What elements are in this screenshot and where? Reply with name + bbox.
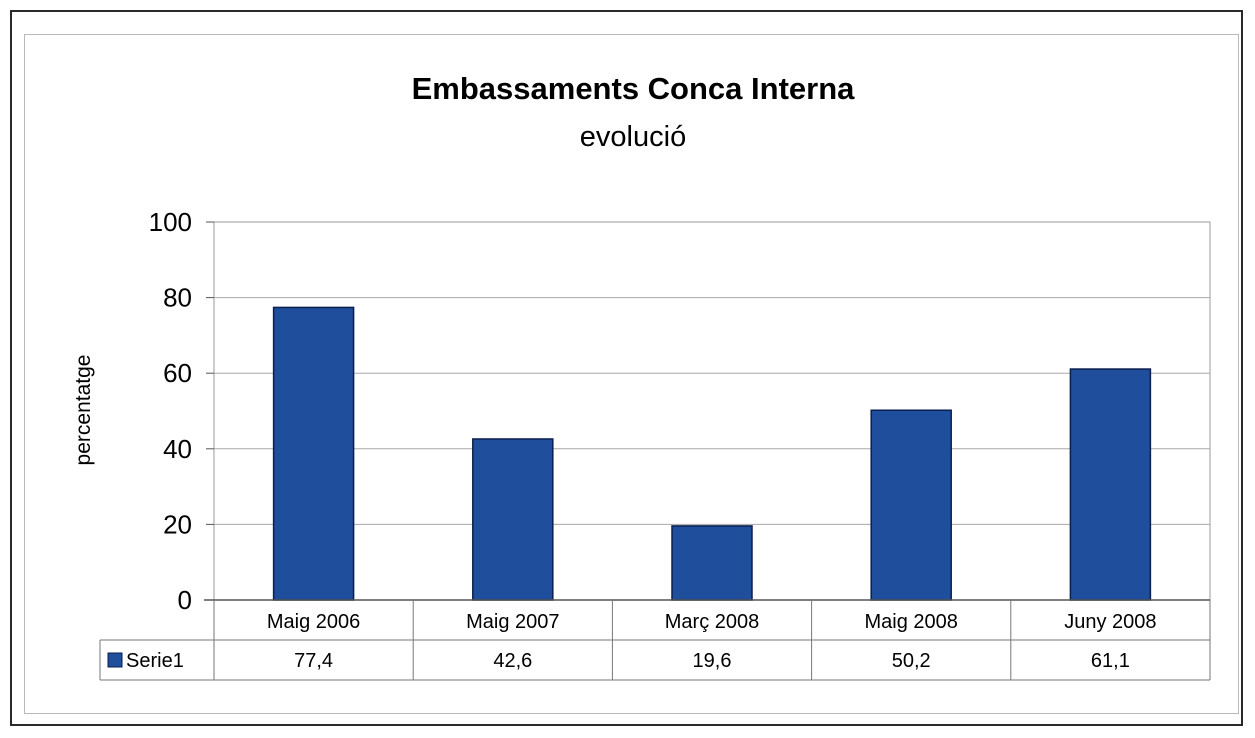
bar — [472, 438, 554, 601]
bar — [671, 525, 753, 601]
y-tick-label: 20 — [163, 509, 192, 539]
chart-frame — [10, 10, 1243, 726]
y-tick-label: 40 — [163, 434, 192, 464]
y-axis-label: percentatge — [72, 355, 95, 466]
x-tick-label: Maig 2008 — [864, 611, 957, 633]
data-label: 77,4 — [294, 650, 333, 672]
y-tick-label: 100 — [149, 207, 192, 237]
y-tick-label: 0 — [178, 585, 192, 615]
x-tick-label: Març 2008 — [665, 611, 760, 633]
data-label: 42,6 — [493, 650, 532, 672]
bar — [1069, 368, 1152, 601]
y-tick-label: 60 — [163, 358, 192, 388]
x-tick-label: Juny 2008 — [1064, 611, 1156, 633]
x-tick-label: Maig 2007 — [466, 611, 559, 633]
chart-subtitle: evolució — [580, 121, 686, 153]
plot-area: 0 20 40 60 80 100 Maig 2006 77,4 Maig 2007 42,6 Ma… — [99, 207, 1211, 681]
data-label: 19,6 — [693, 650, 732, 672]
chart-area-border — [24, 34, 1239, 714]
bar — [870, 409, 952, 601]
data-label: 50,2 — [892, 650, 931, 672]
y-tick-label: 80 — [163, 283, 192, 313]
data-label: 61,1 — [1091, 650, 1130, 672]
legend-label: Serie1 — [126, 650, 184, 672]
bar — [272, 306, 355, 601]
chart-title: Embassaments Conca Interna — [412, 71, 856, 106]
legend-swatch — [107, 652, 123, 668]
x-tick-label: Maig 2006 — [267, 611, 360, 633]
